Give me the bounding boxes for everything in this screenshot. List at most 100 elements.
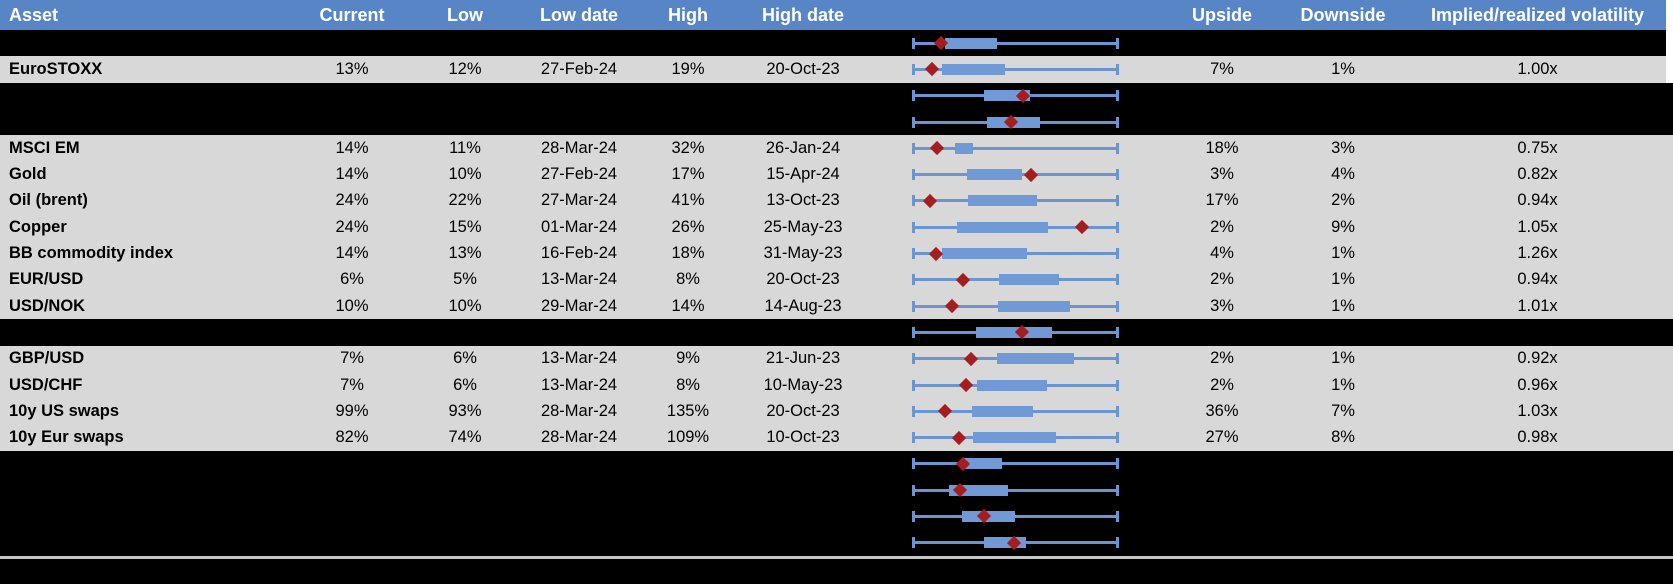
cell-upside[interactable]: 17% <box>1205 191 1239 210</box>
cell-upside[interactable]: 2% <box>1210 349 1234 368</box>
header-low[interactable]: Low <box>447 4 483 25</box>
cell-upside[interactable]: 3% <box>1210 165 1234 184</box>
cell-asset[interactable]: GBP/USD <box>9 349 85 368</box>
cell-high-date[interactable]: 25-May-23 <box>763 217 843 236</box>
cell-downside[interactable]: 1% <box>1331 349 1355 368</box>
cell-low[interactable]: 12% <box>448 59 482 78</box>
cell-low[interactable]: 74% <box>448 428 482 447</box>
cell-downside[interactable]: 1% <box>1331 270 1355 289</box>
cell-high[interactable]: 135% <box>666 401 710 420</box>
cell-high-date[interactable]: 21-Jun-23 <box>765 349 841 368</box>
cell-high-date[interactable]: 13-Oct-23 <box>766 191 840 210</box>
cell-current[interactable]: 99% <box>335 401 369 420</box>
header-implied-realized-volatility[interactable]: Implied/realized volatility <box>1430 4 1645 25</box>
cell-implied-realized[interactable]: 0.94x <box>1517 191 1558 210</box>
header-high[interactable]: High <box>668 4 708 25</box>
cell-downside[interactable]: 7% <box>1331 401 1355 420</box>
cell-high[interactable]: 26% <box>671 217 705 236</box>
cell-asset[interactable]: EuroSTOXX <box>9 59 103 78</box>
cell-low-date[interactable]: 28-Mar-24 <box>540 428 618 447</box>
cell-asset[interactable]: BB commodity index <box>9 244 174 263</box>
cell-high-date[interactable]: 20-Oct-23 <box>766 59 840 78</box>
cell-high-date[interactable]: 10-May-23 <box>763 375 843 394</box>
cell-implied-realized[interactable]: 0.94x <box>1517 270 1558 289</box>
cell-downside[interactable]: 1% <box>1331 375 1355 394</box>
cell-low-date[interactable]: 13-Mar-24 <box>540 375 618 394</box>
cell-asset[interactable]: USD/CHF <box>9 375 83 394</box>
cell-current[interactable]: 14% <box>335 138 369 157</box>
cell-upside[interactable]: 36% <box>1205 401 1239 420</box>
cell-high-date[interactable]: 20-Oct-23 <box>766 270 840 289</box>
cell-upside[interactable]: 7% <box>1210 59 1234 78</box>
cell-high-date[interactable]: 31-May-23 <box>763 244 843 263</box>
cell-high[interactable]: 8% <box>676 270 700 289</box>
cell-low-date[interactable]: 27-Feb-24 <box>540 165 618 184</box>
cell-current[interactable]: 24% <box>335 191 369 210</box>
cell-implied-realized[interactable]: 1.05x <box>1517 217 1558 236</box>
cell-implied-realized[interactable]: 0.92x <box>1517 349 1558 368</box>
cell-current[interactable]: 6% <box>340 270 364 289</box>
cell-low-date[interactable]: 16-Feb-24 <box>540 244 618 263</box>
cell-downside[interactable]: 3% <box>1331 138 1355 157</box>
cell-upside[interactable]: 2% <box>1210 270 1234 289</box>
cell-asset[interactable]: 10y US swaps <box>9 401 120 420</box>
cell-implied-realized[interactable]: 0.75x <box>1517 138 1558 157</box>
cell-high-date[interactable]: 26-Jan-24 <box>765 138 841 157</box>
header-low-date[interactable]: Low date <box>539 4 618 25</box>
cell-current[interactable]: 7% <box>340 375 364 394</box>
cell-high-date[interactable]: 20-Oct-23 <box>766 401 840 420</box>
cell-upside[interactable]: 2% <box>1210 217 1234 236</box>
cell-upside[interactable]: 2% <box>1210 375 1234 394</box>
cell-low-date[interactable]: 29-Mar-24 <box>540 296 618 315</box>
cell-downside[interactable]: 1% <box>1331 296 1355 315</box>
cell-current[interactable]: 10% <box>335 296 369 315</box>
cell-high-date[interactable]: 15-Apr-24 <box>766 165 840 184</box>
cell-upside[interactable]: 18% <box>1205 138 1239 157</box>
cell-low[interactable]: 13% <box>448 244 482 263</box>
cell-implied-realized[interactable]: 0.98x <box>1517 428 1558 447</box>
cell-high-date[interactable]: 14-Aug-23 <box>764 296 842 315</box>
cell-high[interactable]: 18% <box>671 244 705 263</box>
cell-asset[interactable]: Oil (brent) <box>9 191 88 210</box>
cell-downside[interactable]: 2% <box>1331 191 1355 210</box>
cell-low[interactable]: 22% <box>448 191 482 210</box>
cell-implied-realized[interactable]: 1.03x <box>1517 401 1558 420</box>
cell-downside[interactable]: 4% <box>1331 165 1355 184</box>
cell-high[interactable]: 17% <box>671 165 705 184</box>
header-asset[interactable]: Asset <box>9 4 59 25</box>
cell-low[interactable]: 11% <box>449 138 481 157</box>
cell-downside[interactable]: 1% <box>1331 244 1355 263</box>
cell-implied-realized[interactable]: 0.96x <box>1517 375 1558 394</box>
cell-high[interactable]: 19% <box>671 59 705 78</box>
cell-high-date[interactable]: 10-Oct-23 <box>766 428 840 447</box>
cell-asset[interactable]: EUR/USD <box>9 270 84 289</box>
cell-high[interactable]: 32% <box>671 138 705 157</box>
cell-downside[interactable]: 8% <box>1331 428 1355 447</box>
cell-low[interactable]: 6% <box>453 375 477 394</box>
cell-asset[interactable]: 10y Eur swaps <box>9 428 124 447</box>
cell-low-date[interactable]: 13-Mar-24 <box>540 270 618 289</box>
cell-low[interactable]: 10% <box>448 296 482 315</box>
header-upside[interactable]: Upside <box>1191 4 1252 25</box>
cell-asset[interactable]: MSCI EM <box>9 138 80 157</box>
cell-current[interactable]: 13% <box>335 59 369 78</box>
cell-asset[interactable]: Gold <box>9 165 47 184</box>
cell-asset[interactable]: USD/NOK <box>9 296 86 315</box>
cell-current[interactable]: 7% <box>340 349 364 368</box>
cell-upside[interactable]: 4% <box>1210 244 1234 263</box>
cell-low[interactable]: 10% <box>448 165 482 184</box>
cell-current[interactable]: 14% <box>335 244 369 263</box>
cell-implied-realized[interactable]: 0.82x <box>1517 165 1558 184</box>
cell-current[interactable]: 24% <box>335 217 369 236</box>
cell-low-date[interactable]: 13-Mar-24 <box>540 349 618 368</box>
cell-current[interactable]: 82% <box>335 428 369 447</box>
cell-low[interactable]: 5% <box>453 270 477 289</box>
cell-low[interactable]: 6% <box>453 349 477 368</box>
cell-low-date[interactable]: 01-Mar-24 <box>540 217 618 236</box>
cell-low-date[interactable]: 28-Mar-24 <box>540 401 618 420</box>
header-downside[interactable]: Downside <box>1300 4 1386 25</box>
cell-upside[interactable]: 3% <box>1210 296 1234 315</box>
cell-high[interactable]: 14% <box>671 296 705 315</box>
header-high-date[interactable]: High date <box>761 4 844 25</box>
cell-upside[interactable]: 27% <box>1205 428 1239 447</box>
